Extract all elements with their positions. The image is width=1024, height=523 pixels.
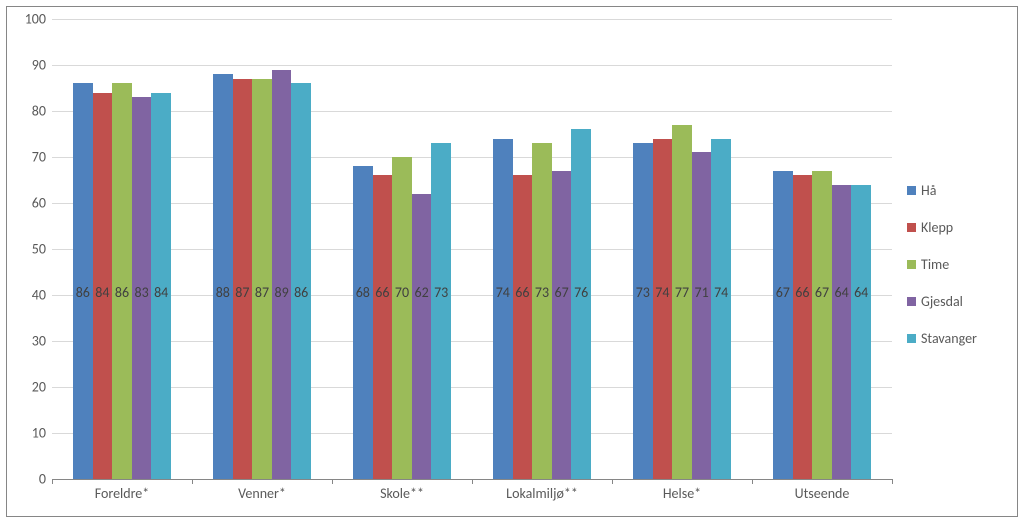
y-tick-label: 20 (32, 379, 52, 396)
legend-swatch (907, 334, 916, 343)
bar (773, 171, 793, 479)
x-tick-label: Foreldre* (95, 479, 150, 502)
bar (412, 194, 432, 479)
gridline (52, 65, 892, 66)
x-tick-mark (52, 479, 53, 484)
y-tick-label: 30 (32, 333, 52, 350)
gridline (52, 341, 892, 342)
gridline (52, 433, 892, 434)
legend-item: Hå (907, 182, 977, 199)
bar (692, 152, 712, 479)
x-tick-label: Skole** (380, 479, 424, 502)
bar (793, 175, 813, 479)
bar (653, 139, 673, 479)
plot-area: 0102030405060708090100Foreldre*868486838… (52, 19, 892, 479)
y-tick-label: 40 (32, 287, 52, 304)
bar (513, 175, 533, 479)
legend-swatch (907, 260, 916, 269)
legend-item: Stavanger (907, 330, 977, 347)
bar (272, 70, 292, 479)
gridline (52, 111, 892, 112)
y-tick-label: 80 (32, 103, 52, 120)
x-tick-mark (192, 479, 193, 484)
legend-label: Klepp (921, 219, 953, 236)
bar (233, 79, 253, 479)
bar (711, 139, 731, 479)
legend-label: Hå (921, 182, 936, 199)
legend-swatch (907, 297, 916, 306)
bar (532, 143, 552, 479)
bar (213, 74, 233, 479)
legend-swatch (907, 186, 916, 195)
legend: Hå Klepp Time Gjesdal Stavanger (907, 182, 977, 347)
y-tick-label: 10 (32, 425, 52, 442)
y-tick-label: 100 (25, 11, 52, 28)
x-tick-label: Helse* (663, 479, 701, 502)
bar (571, 129, 591, 479)
gridline (52, 295, 892, 296)
x-tick-mark (472, 479, 473, 484)
chart-frame: 0102030405060708090100Foreldre*868486838… (6, 6, 1018, 517)
bar (252, 79, 272, 479)
bar (112, 83, 132, 479)
legend-item: Klepp (907, 219, 977, 236)
legend-item: Time (907, 256, 977, 273)
bar (93, 93, 113, 479)
gridline (52, 249, 892, 250)
gridline (52, 157, 892, 158)
bar (151, 93, 171, 479)
y-tick-label: 50 (32, 241, 52, 258)
x-tick-label: Utseende (795, 479, 850, 502)
bar (832, 185, 852, 479)
bar (633, 143, 653, 479)
bar (392, 157, 412, 479)
bar (431, 143, 451, 479)
gridline (52, 203, 892, 204)
legend-label: Time (921, 256, 949, 273)
y-tick-label: 90 (32, 57, 52, 74)
legend-label: Gjesdal (921, 293, 963, 310)
bar (812, 171, 832, 479)
bar (353, 166, 373, 479)
y-tick-label: 0 (39, 471, 52, 488)
x-tick-mark (892, 479, 893, 484)
gridline (52, 19, 892, 20)
bar (672, 125, 692, 479)
legend-item: Gjesdal (907, 293, 977, 310)
bar (73, 83, 93, 479)
x-tick-label: Lokalmiljø** (506, 479, 578, 502)
legend-label: Stavanger (921, 330, 977, 347)
bar (132, 97, 152, 479)
legend-swatch (907, 223, 916, 232)
x-tick-label: Venner* (238, 479, 286, 502)
bar (851, 185, 871, 479)
bar (291, 83, 311, 479)
bar (552, 171, 572, 479)
y-tick-label: 70 (32, 149, 52, 166)
y-tick-label: 60 (32, 195, 52, 212)
bar (493, 139, 513, 479)
gridline (52, 387, 892, 388)
x-tick-mark (612, 479, 613, 484)
x-tick-mark (332, 479, 333, 484)
bar (373, 175, 393, 479)
x-tick-mark (752, 479, 753, 484)
